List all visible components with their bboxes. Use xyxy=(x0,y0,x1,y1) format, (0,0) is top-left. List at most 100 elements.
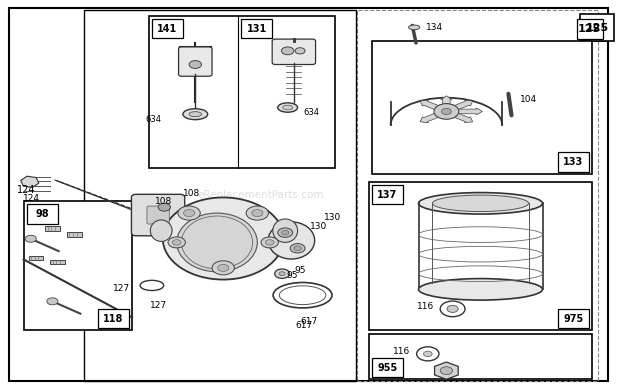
FancyBboxPatch shape xyxy=(272,39,316,65)
Bar xyxy=(558,309,589,328)
Circle shape xyxy=(252,210,263,217)
Circle shape xyxy=(295,48,305,54)
FancyArrow shape xyxy=(445,100,472,113)
Circle shape xyxy=(294,246,301,251)
Ellipse shape xyxy=(283,105,293,110)
FancyBboxPatch shape xyxy=(131,194,185,236)
Ellipse shape xyxy=(177,213,257,272)
Text: 955: 955 xyxy=(378,362,397,373)
Text: 116: 116 xyxy=(417,302,434,312)
Circle shape xyxy=(441,108,451,115)
Ellipse shape xyxy=(273,219,298,242)
Circle shape xyxy=(447,305,458,312)
Bar xyxy=(369,182,592,330)
Ellipse shape xyxy=(162,197,283,280)
Text: 108: 108 xyxy=(155,197,172,206)
Bar xyxy=(241,19,272,38)
Ellipse shape xyxy=(278,103,298,112)
Circle shape xyxy=(184,210,195,217)
Circle shape xyxy=(178,206,200,220)
Text: 634: 634 xyxy=(303,108,319,117)
Circle shape xyxy=(281,230,289,235)
Circle shape xyxy=(25,235,37,242)
Circle shape xyxy=(440,367,453,375)
Bar xyxy=(24,201,132,330)
Text: 104: 104 xyxy=(520,95,537,104)
FancyBboxPatch shape xyxy=(147,206,169,224)
Text: 131: 131 xyxy=(247,23,267,34)
FancyBboxPatch shape xyxy=(179,47,212,76)
Ellipse shape xyxy=(151,220,172,241)
Circle shape xyxy=(275,269,290,278)
Bar xyxy=(369,334,592,379)
Circle shape xyxy=(265,240,274,245)
FancyArrow shape xyxy=(420,100,448,113)
Bar xyxy=(372,185,403,204)
Circle shape xyxy=(434,104,459,119)
Circle shape xyxy=(172,240,181,245)
Bar xyxy=(372,41,592,174)
Circle shape xyxy=(189,61,202,68)
Ellipse shape xyxy=(268,222,314,259)
Text: 634: 634 xyxy=(145,115,161,124)
Bar xyxy=(29,256,43,260)
Bar xyxy=(27,204,58,224)
Text: 125: 125 xyxy=(578,24,601,34)
Ellipse shape xyxy=(418,192,542,214)
FancyArrow shape xyxy=(420,109,448,123)
Bar xyxy=(580,14,614,41)
Circle shape xyxy=(279,272,285,276)
Circle shape xyxy=(423,351,432,357)
Circle shape xyxy=(290,244,305,253)
Text: 124: 124 xyxy=(17,185,36,195)
Bar xyxy=(45,226,60,231)
Text: 141: 141 xyxy=(157,23,177,34)
Text: 127: 127 xyxy=(149,301,167,310)
Circle shape xyxy=(278,228,293,237)
Text: eReplacementParts.com: eReplacementParts.com xyxy=(197,190,324,201)
Circle shape xyxy=(168,237,185,248)
FancyArrow shape xyxy=(445,109,472,123)
Text: 617: 617 xyxy=(300,317,317,326)
Text: 617: 617 xyxy=(295,321,312,330)
Text: 134: 134 xyxy=(426,23,443,32)
Circle shape xyxy=(158,203,170,211)
Ellipse shape xyxy=(183,109,208,120)
Bar xyxy=(577,19,603,39)
Bar xyxy=(149,16,335,168)
Text: 95: 95 xyxy=(294,266,306,275)
Bar xyxy=(84,10,356,381)
Text: 95: 95 xyxy=(286,271,298,280)
Text: 125: 125 xyxy=(585,23,609,33)
Text: 137: 137 xyxy=(378,190,397,200)
Circle shape xyxy=(212,261,234,275)
Bar xyxy=(50,260,65,264)
Text: 133: 133 xyxy=(564,157,583,167)
Text: 108: 108 xyxy=(183,189,200,198)
Text: 116: 116 xyxy=(393,347,410,357)
Ellipse shape xyxy=(409,25,420,30)
Circle shape xyxy=(261,237,278,248)
Bar xyxy=(152,19,183,38)
Text: 98: 98 xyxy=(35,209,49,219)
Text: 127: 127 xyxy=(113,284,130,293)
FancyArrow shape xyxy=(441,96,452,111)
Bar xyxy=(558,152,589,172)
Circle shape xyxy=(47,298,58,305)
FancyArrow shape xyxy=(446,108,482,115)
Text: 130: 130 xyxy=(324,212,341,222)
Circle shape xyxy=(218,264,229,271)
Text: 975: 975 xyxy=(564,314,583,324)
Ellipse shape xyxy=(418,278,542,300)
Text: 130: 130 xyxy=(310,222,327,231)
Bar xyxy=(372,358,403,377)
Bar xyxy=(67,232,82,237)
Text: 118: 118 xyxy=(104,314,123,324)
Ellipse shape xyxy=(433,195,528,212)
Text: 124: 124 xyxy=(22,194,40,203)
Bar xyxy=(356,10,598,381)
Bar xyxy=(580,18,606,41)
Circle shape xyxy=(246,206,268,220)
Bar xyxy=(98,309,129,328)
Circle shape xyxy=(281,47,294,55)
